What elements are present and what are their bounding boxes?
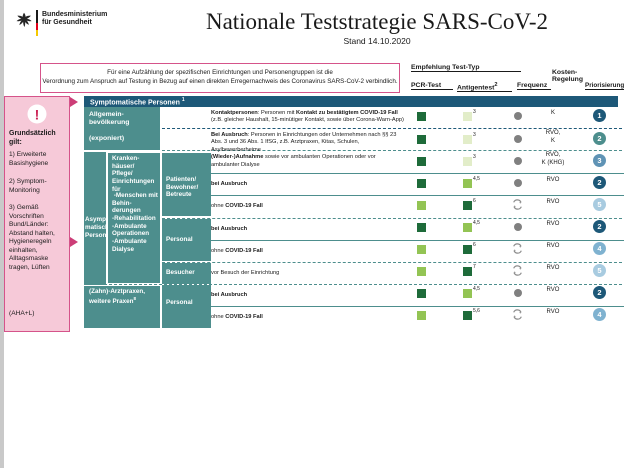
svg-text:!: ! [35, 107, 40, 123]
